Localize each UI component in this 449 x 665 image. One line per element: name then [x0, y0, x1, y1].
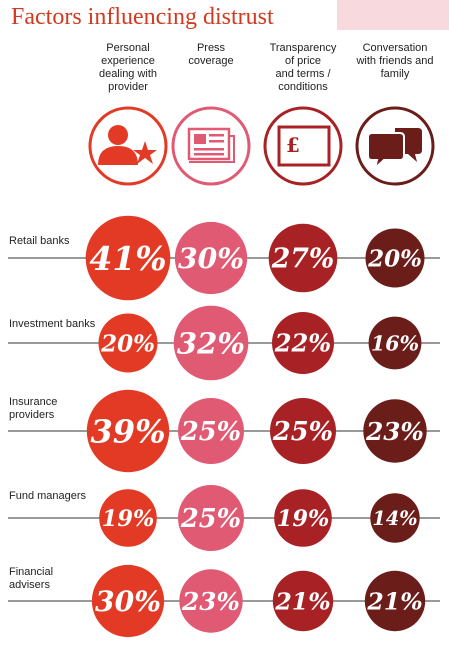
bubble-circle [365, 228, 425, 288]
bubble-value-label: 41% [89, 239, 166, 278]
bubble-circle [370, 493, 420, 543]
bubble: 25% [178, 398, 244, 464]
bubble: 41% [85, 215, 171, 301]
svg-text:£: £ [286, 133, 300, 157]
bubble: 25% [178, 485, 244, 551]
bubble-value-label: 22% [274, 329, 331, 358]
bubble-circle [363, 399, 427, 463]
bubble-circle [178, 485, 244, 551]
column-header-press-coverage: Press coverage [188, 42, 234, 67]
pound-sign-icon: £ [263, 106, 343, 186]
bubble-circle [364, 570, 426, 632]
bubble: 19% [99, 489, 157, 547]
bubble-circle [274, 489, 332, 547]
bubble-value-label: 23% [181, 587, 240, 616]
bubble: 21% [364, 570, 426, 632]
bubble-value-label: 14% [372, 507, 417, 530]
bubble: 21% [272, 570, 334, 632]
bubble: 23% [179, 569, 243, 633]
bubble: 27% [268, 223, 338, 293]
bubble-value-label: 20% [367, 245, 422, 272]
column-header-personal-experience: Personal experience dealing with provide… [98, 42, 158, 93]
person-star-icon [88, 106, 168, 186]
bubble-value-label: 16% [371, 331, 419, 355]
speech-bubbles-icon [355, 106, 435, 186]
bubble: 32% [173, 305, 249, 381]
bubble-value-label: 19% [102, 506, 154, 532]
row-label-retail-banks: Retail banks [9, 235, 70, 247]
bubble-value-label: 20% [100, 330, 155, 357]
bubble: 20% [98, 313, 158, 373]
newspaper-icon [171, 106, 251, 186]
bubble: 30% [174, 221, 248, 295]
bubble-value-label: 21% [366, 587, 422, 615]
bubble-value-label: 25% [272, 417, 333, 447]
bubble-value-label: 30% [178, 242, 244, 275]
bubble-circle [178, 398, 244, 464]
bubble-circle [85, 215, 171, 301]
bubble-value-label: 21% [274, 587, 330, 615]
bubble-circle [99, 489, 157, 547]
corner-accent [337, 0, 449, 30]
bubble-circle [268, 223, 338, 293]
row-label-investment-banks: Investment banks [9, 318, 96, 330]
bubble-circle [272, 570, 334, 632]
bubble-circle [174, 221, 248, 295]
column-header-transparency: Transparency of price and terms / condit… [269, 42, 337, 93]
bubble-value-label: 27% [271, 244, 335, 275]
bubble-value-label: 32% [177, 326, 245, 360]
bubble: 14% [370, 493, 420, 543]
bubble-value-label: 25% [180, 417, 241, 447]
column-header-conversation: Conversation with friends and family [356, 42, 434, 80]
bubble-value-label: 23% [365, 417, 424, 446]
bubble: 25% [270, 398, 336, 464]
bubble-value-label: 30% [95, 585, 161, 618]
bubble-circle [98, 313, 158, 373]
bubble: 39% [86, 389, 170, 473]
bubble-circle [270, 398, 336, 464]
bubble: 16% [368, 316, 422, 370]
row-label-fund-managers: Fund managers [9, 490, 87, 502]
bubble-circle [179, 569, 243, 633]
bubble-circle [86, 389, 170, 473]
bubble: 23% [363, 399, 427, 463]
bubble: 19% [274, 489, 332, 547]
bubble-circle [91, 564, 165, 638]
bubble-circle [173, 305, 249, 381]
row-label-insurance-providers: Insurance providers [9, 396, 58, 421]
bubble-value-label: 25% [180, 504, 241, 534]
bubble: 20% [365, 228, 425, 288]
bubble-circle [368, 316, 422, 370]
bubble-value-label: 19% [277, 506, 329, 532]
chart-title: Factors influencing distrust [11, 4, 274, 30]
bubble: 30% [91, 564, 165, 638]
bubble-value-label: 39% [90, 413, 165, 451]
row-label-financial-advisers: Financial advisers [9, 566, 54, 591]
bubble-circle [272, 312, 334, 374]
bubble: 22% [272, 312, 334, 374]
